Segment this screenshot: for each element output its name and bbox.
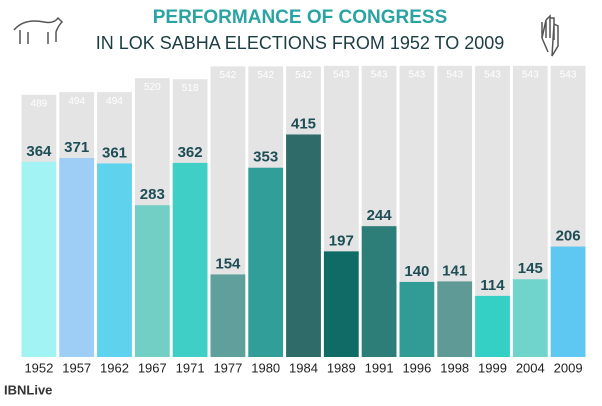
bar xyxy=(21,161,57,357)
value-label: 206 xyxy=(556,228,581,245)
x-tick-label: 1991 xyxy=(365,360,394,375)
bar xyxy=(361,226,397,357)
cow-icon xyxy=(13,16,64,44)
x-tick-label: 1957 xyxy=(62,360,91,375)
x-tick-label: 1952 xyxy=(24,360,53,375)
bar xyxy=(134,205,170,357)
bar xyxy=(550,246,586,357)
x-tick-label: 1977 xyxy=(213,360,242,375)
bar xyxy=(437,281,473,357)
total-label: 518 xyxy=(182,83,199,94)
bar xyxy=(323,251,359,357)
total-label: 542 xyxy=(220,70,237,81)
bar xyxy=(399,281,435,357)
value-label: 362 xyxy=(178,144,203,161)
value-label: 244 xyxy=(367,207,393,224)
total-label: 543 xyxy=(409,69,426,80)
total-label: 542 xyxy=(257,70,274,81)
x-tick-label: 2009 xyxy=(554,360,583,375)
total-label: 520 xyxy=(144,82,161,93)
hand-icon xyxy=(541,14,559,57)
chart-subtitle: IN LOK SABHA ELECTIONS FROM 1952 TO 2009 xyxy=(96,33,505,53)
x-tick-label: 1971 xyxy=(176,360,205,375)
value-label: 415 xyxy=(291,115,316,132)
value-label: 361 xyxy=(102,144,127,161)
value-label: 283 xyxy=(140,186,165,203)
bar xyxy=(475,295,510,357)
total-label: 542 xyxy=(295,70,312,81)
total-label: 543 xyxy=(446,69,463,80)
x-tick-label: 1999 xyxy=(478,360,507,375)
value-label: 141 xyxy=(442,262,467,279)
value-label: 145 xyxy=(518,260,543,277)
value-label: 154 xyxy=(215,255,241,272)
value-label: 364 xyxy=(26,143,52,160)
value-label: 353 xyxy=(253,149,278,166)
x-tick-label: 1989 xyxy=(327,360,356,375)
x-tick-label: 1998 xyxy=(440,360,469,375)
total-label: 494 xyxy=(68,96,85,107)
bar xyxy=(59,158,95,357)
bar xyxy=(97,163,132,357)
value-label: 114 xyxy=(480,277,505,294)
total-label: 543 xyxy=(333,69,350,80)
x-tick-label: 1984 xyxy=(289,360,318,375)
value-label: 371 xyxy=(64,139,89,156)
total-label: 543 xyxy=(560,69,577,80)
bar xyxy=(512,279,548,357)
x-tick-label: 1967 xyxy=(138,360,167,375)
total-label: 543 xyxy=(371,69,388,80)
x-tick-label: 1962 xyxy=(100,360,129,375)
value-label: 140 xyxy=(404,263,429,280)
bar xyxy=(248,167,284,357)
logo: IBNLive xyxy=(4,382,52,397)
bar xyxy=(286,134,321,357)
total-label: 543 xyxy=(522,69,539,80)
total-label: 489 xyxy=(31,98,48,109)
chart-title: PERFORMANCE OF CONGRESS xyxy=(153,7,448,28)
value-label: 197 xyxy=(329,232,354,249)
bar xyxy=(172,162,208,357)
x-tick-label: 2004 xyxy=(516,360,545,375)
x-tick-label: 1980 xyxy=(251,360,280,375)
x-tick-label: 1996 xyxy=(402,360,431,375)
bar xyxy=(210,274,246,357)
total-label: 543 xyxy=(484,69,501,80)
total-label: 494 xyxy=(106,96,123,107)
